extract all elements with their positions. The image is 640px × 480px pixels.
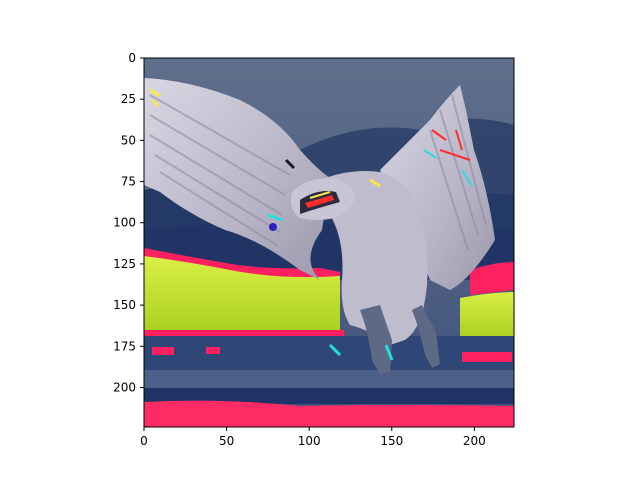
y-tick-label: 75 — [121, 175, 136, 189]
plot-frame — [143, 57, 515, 428]
y-axis: 0 25 50 75 100 125 150 175 200 — [113, 51, 144, 394]
y-tick-label: 175 — [113, 339, 136, 353]
eagle-photo — [144, 58, 514, 427]
y-tick-label: 0 — [128, 51, 136, 65]
y-tick-label: 125 — [113, 257, 136, 271]
y-tick-label: 100 — [113, 216, 136, 230]
x-tick-label: 100 — [298, 434, 321, 448]
x-tick-label: 150 — [380, 434, 403, 448]
x-axis: 0 50 100 150 200 — [140, 427, 486, 448]
x-tick-label: 50 — [219, 434, 234, 448]
x-tick-label: 0 — [140, 434, 148, 448]
y-tick-label: 150 — [113, 298, 136, 312]
eagle-icon — [144, 78, 495, 375]
y-tick-label: 50 — [121, 133, 136, 147]
y-tick-label: 200 — [113, 380, 136, 394]
x-tick-label: 200 — [463, 434, 486, 448]
y-tick-label: 25 — [121, 92, 136, 106]
